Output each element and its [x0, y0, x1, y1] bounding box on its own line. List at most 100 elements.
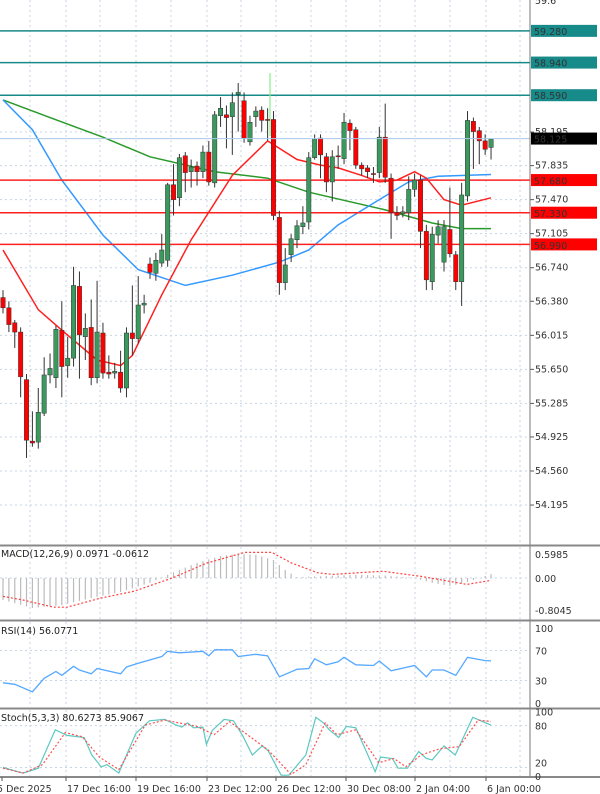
- candle: [12, 319, 18, 348]
- candle: [447, 187, 453, 258]
- candle: [423, 224, 429, 291]
- candle: [0, 290, 6, 314]
- candle-body-down: [353, 129, 359, 166]
- support-level-label: 56.990: [534, 241, 567, 252]
- candle-body-down: [118, 371, 124, 389]
- price-tick-label: 56.380: [535, 296, 568, 307]
- candle-body-down: [29, 440, 35, 444]
- candle: [418, 175, 423, 249]
- macd-tick-label: 0.00: [535, 574, 556, 585]
- candle-body-up: [488, 138, 494, 148]
- candle: [488, 138, 494, 160]
- stoch-tick-label: 0: [535, 772, 541, 783]
- candle: [300, 206, 306, 235]
- support-level-badge: [531, 238, 597, 251]
- candle: [24, 374, 29, 458]
- support-level-badge: [531, 174, 597, 187]
- candle: [53, 325, 59, 389]
- candle: [153, 252, 159, 281]
- price-tick-label: 54.925: [535, 432, 568, 443]
- price-tick-label: 54.560: [535, 466, 568, 477]
- candle-body-up: [441, 226, 447, 263]
- time-axis-label: 19 Dec 16:00: [137, 784, 201, 794]
- candle-body-up: [341, 121, 347, 159]
- time-axis-label: 26 Dec 12:00: [277, 784, 341, 794]
- candle: [482, 134, 488, 155]
- candle-body-down: [59, 329, 65, 367]
- candle-body-up: [141, 302, 147, 306]
- candle: [406, 176, 412, 221]
- candle-body-up: [188, 166, 194, 172]
- price-tick-label: 54.195: [535, 500, 568, 511]
- candle-body-down: [370, 173, 376, 175]
- moving-average-fast: [2, 139, 492, 367]
- candle: [265, 108, 271, 141]
- macd-tick-label: -0.8045: [535, 606, 572, 617]
- candle-body-down: [259, 109, 265, 121]
- time-axis-label: 5 Dec 2025: [0, 784, 52, 794]
- candle: [382, 103, 388, 183]
- macd-tick-label: 0.5985: [535, 550, 568, 561]
- candle: [347, 119, 353, 151]
- candle-body-down: [223, 114, 229, 118]
- candle: [71, 266, 77, 367]
- candle-body-down: [147, 263, 153, 273]
- candle-body-up: [435, 226, 441, 236]
- candle: [82, 313, 88, 361]
- candle-body-up: [159, 249, 165, 264]
- candle: [165, 182, 171, 267]
- candle-body-up: [329, 156, 335, 183]
- candle-body-up: [200, 151, 206, 172]
- candle: [129, 285, 135, 356]
- stoch-label: Stoch(5,3,3) 80.6273 85.9067: [1, 713, 144, 724]
- rsi-tick-label: 0: [535, 699, 541, 710]
- candle: [441, 220, 447, 272]
- candle: [435, 220, 441, 244]
- candle-body-down: [6, 307, 12, 325]
- candle-body-down: [276, 217, 282, 283]
- candle-body-down: [318, 137, 323, 156]
- price-tick-label: 55.285: [535, 398, 568, 409]
- candle: [353, 126, 359, 169]
- candle-body-up: [165, 184, 171, 261]
- candle: [465, 111, 470, 202]
- candle: [400, 206, 406, 218]
- support-level-label: 57.330: [534, 209, 567, 220]
- candle: [118, 350, 124, 393]
- candle: [335, 145, 341, 169]
- candle-body-down: [347, 122, 353, 131]
- candle: [88, 299, 94, 386]
- candle-body-down: [194, 165, 200, 172]
- candle-body-down: [470, 121, 476, 132]
- candle: [100, 322, 106, 379]
- price-tick-label: 56.740: [535, 263, 568, 274]
- candle-body-up: [229, 102, 235, 117]
- rsi-line: [2, 649, 492, 693]
- time-axis-label: 2 Jan 04:00: [416, 784, 470, 794]
- candle-body-down: [129, 332, 135, 339]
- stoch-tick-label: 20: [535, 759, 547, 770]
- candle-body-up: [94, 331, 100, 379]
- candle-body-down: [323, 156, 329, 183]
- candle: [29, 411, 35, 447]
- candle-body-up: [294, 225, 300, 240]
- candle-body-up: [82, 328, 88, 337]
- candle: [259, 106, 265, 132]
- candle: [476, 126, 482, 165]
- candle: [18, 327, 24, 398]
- bid-price-badge: [531, 132, 597, 145]
- candle-body-down: [382, 136, 388, 178]
- candle-body-down: [394, 212, 400, 216]
- candle-body-up: [112, 370, 118, 374]
- price-tick-label: 57.470: [535, 195, 568, 206]
- stoch-k-line: [2, 716, 492, 776]
- candle: [218, 97, 224, 127]
- candle-body-up: [282, 264, 288, 283]
- candle: [212, 111, 218, 188]
- candle-body-down: [482, 140, 488, 150]
- candle-body-up: [429, 233, 435, 282]
- candle: [47, 353, 53, 384]
- time-axis-label: 30 Dec 08:00: [347, 784, 411, 794]
- candle: [241, 92, 247, 143]
